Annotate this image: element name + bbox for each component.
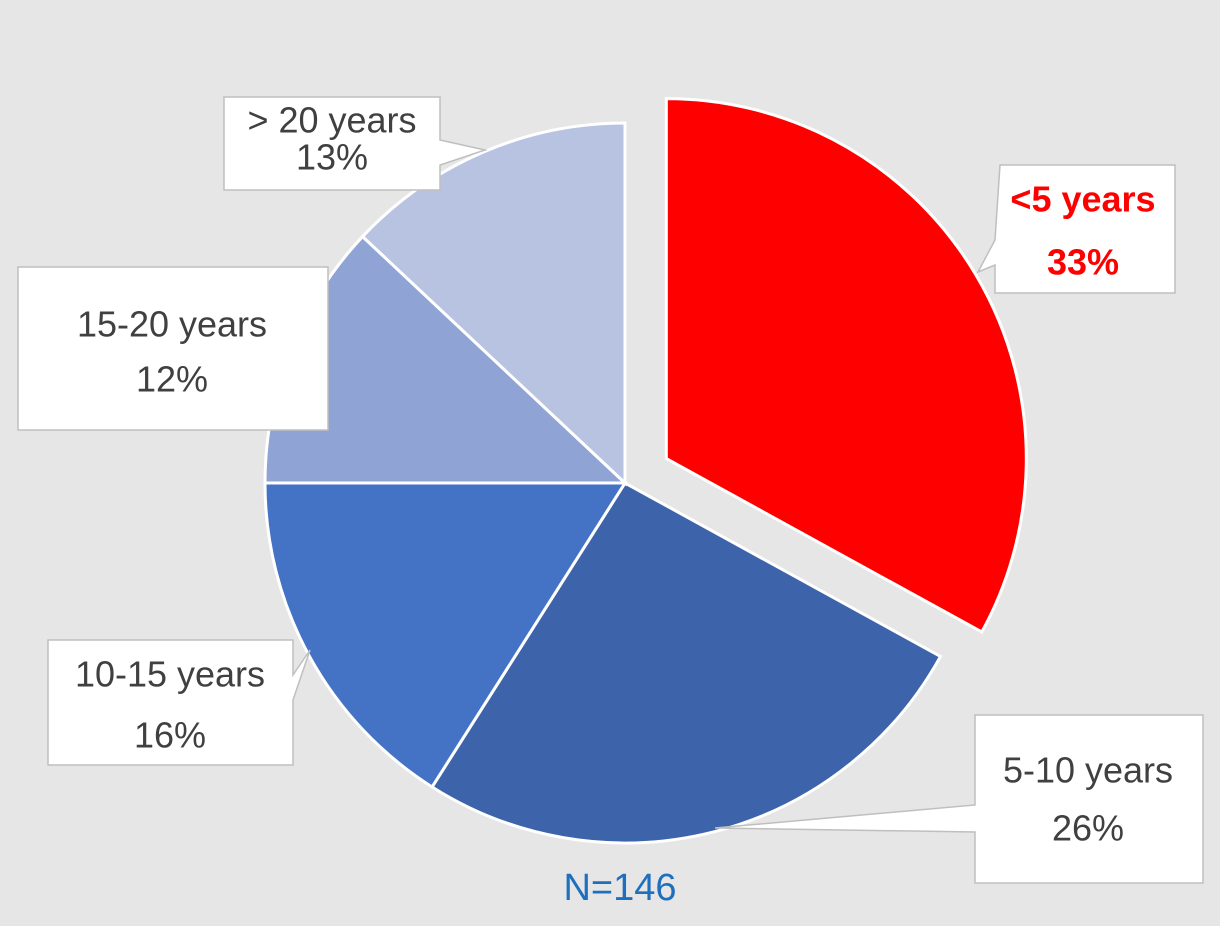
annotation: N=146 xyxy=(563,867,676,909)
slice xyxy=(360,121,627,487)
slice-label: 15-20 years xyxy=(77,304,267,345)
value-label: 26% xyxy=(1052,808,1124,849)
value-label: 12% xyxy=(136,359,208,400)
slice-label: 5-10 years xyxy=(1003,750,1173,791)
value-label: 16% xyxy=(134,715,206,756)
labels: <5 years 33% 5-10 years 26% 10-15 years 16% 15… xyxy=(75,100,1173,849)
slice-label: > 20 years xyxy=(247,100,416,141)
callout xyxy=(976,164,1176,294)
value-label: 13% xyxy=(296,137,368,178)
slice xyxy=(664,97,1028,635)
slice xyxy=(263,481,628,790)
callouts xyxy=(17,96,1204,884)
slice xyxy=(430,481,943,845)
slice-label: 10-15 years xyxy=(75,654,265,695)
callout xyxy=(223,96,488,191)
callout xyxy=(714,714,1204,884)
slice-label: <5 years xyxy=(1010,179,1155,220)
value-label: 33% xyxy=(1047,242,1119,283)
callout xyxy=(17,266,329,431)
callout xyxy=(47,639,311,766)
slices xyxy=(263,97,1028,845)
